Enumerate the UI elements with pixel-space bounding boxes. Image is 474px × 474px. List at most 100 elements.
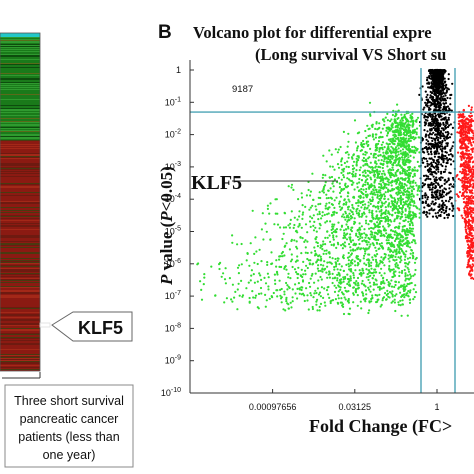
data-point [390,301,393,304]
data-point [335,286,338,289]
data-point [396,178,399,181]
data-point [405,190,408,193]
data-point [325,252,328,255]
data-point [438,80,441,83]
data-point [413,128,416,131]
data-point [402,143,405,147]
data-point [407,217,410,220]
data-point [295,271,298,274]
data-point [287,276,290,279]
data-point [435,69,438,72]
heatmap-cell [0,197,40,198]
data-point [335,196,338,199]
data-point [408,214,412,217]
heatmap-cell [0,219,40,220]
data-point [395,155,398,158]
data-point [241,294,245,297]
heatmap-cell [0,279,40,280]
data-point [395,148,398,151]
data-point [360,187,363,191]
data-point [401,230,404,233]
heatmap-cell [0,173,40,174]
data-point [471,226,474,229]
data-point [301,217,304,220]
data-point [373,234,376,237]
data-point [378,122,381,125]
data-point [352,173,355,176]
data-point [287,307,290,310]
data-point [416,169,419,172]
data-point [469,229,472,232]
data-point [318,309,321,312]
data-point [231,234,234,237]
data-point [382,276,385,279]
data-point [379,153,382,157]
heatmap-cell [0,125,40,126]
data-point [376,294,379,297]
data-point [468,219,471,223]
data-point [440,207,443,210]
data-point [430,77,433,80]
heatmap-cell [0,164,40,165]
data-point [313,292,316,295]
data-point [410,275,413,278]
data-point [443,211,446,215]
data-point [196,263,199,266]
heatmap-cell [0,355,40,356]
heatmap-cell [0,206,40,207]
heatmap-cell [0,62,40,63]
data-point [363,206,366,209]
data-point [401,211,404,214]
data-point [291,300,294,303]
data-point [310,294,313,297]
data-point [444,178,447,181]
data-point [352,154,355,157]
data-point [385,298,388,301]
data-point [346,177,349,180]
data-point [362,196,365,199]
heatmap: KLF5 Three short survival pancreatic can… [0,32,134,468]
data-point [438,177,441,180]
data-point [461,168,464,171]
data-point [318,212,321,216]
data-point [399,257,402,260]
data-point [294,292,297,295]
data-point [358,222,361,225]
data-point [393,270,396,273]
data-point [439,186,442,189]
data-point [252,296,255,299]
data-point [433,208,436,211]
data-point [406,274,409,277]
data-point [462,127,465,130]
heatmap-cell [0,116,40,117]
data-point [364,175,367,178]
y-tick-label: 10-9 [165,355,181,366]
heatmap-cell [0,42,40,43]
data-point [380,209,383,212]
data-point [322,173,325,176]
data-point [398,157,402,160]
data-point [422,150,425,153]
data-point [415,149,418,152]
data-point [415,256,418,260]
data-point [431,164,434,167]
data-point [427,140,430,143]
data-point [362,156,365,160]
data-point [338,200,341,203]
data-point [414,169,417,172]
y-tick-label: 10-6 [165,258,181,269]
data-point [396,103,399,106]
data-point [433,108,436,111]
heatmap-cell [0,187,40,188]
data-point [348,200,351,203]
data-point [433,91,436,94]
data-point [372,274,375,277]
data-point [410,192,413,196]
data-point [331,223,334,226]
data-point [409,139,412,142]
data-point [441,176,444,179]
data-point [320,259,323,262]
data-point [408,191,411,194]
data-point [381,177,384,180]
data-point [334,229,337,232]
